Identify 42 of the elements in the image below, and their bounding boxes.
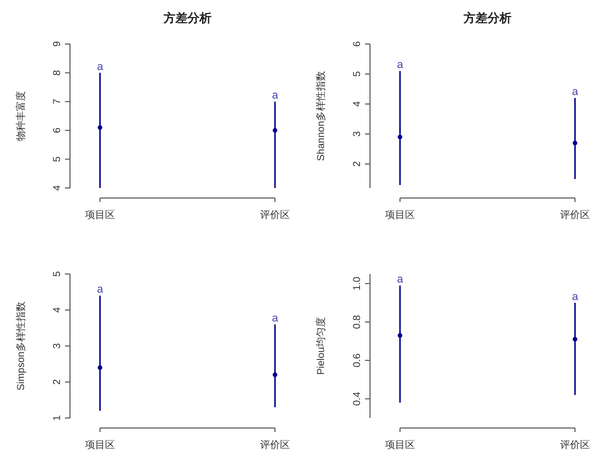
- y-tick-label: 4: [52, 184, 63, 191]
- y-tick-label: 3: [352, 130, 363, 137]
- y-tick-label: 1: [52, 414, 63, 421]
- x-tick-label: 项目区: [385, 210, 415, 221]
- annotation: a: [272, 312, 279, 324]
- x-tick-label: 评价区: [260, 209, 290, 221]
- y-tick-label: 7: [52, 98, 63, 104]
- y-axis-title: 物种丰富度: [15, 91, 27, 141]
- x-tick-label: 评价区: [560, 439, 590, 451]
- y-tick-label: 9: [52, 40, 63, 47]
- y-tick-label: 0.4: [352, 391, 363, 406]
- y-tick-label: 0.8: [352, 314, 363, 329]
- annotation: a: [396, 274, 404, 286]
- annotation: a: [572, 290, 579, 303]
- annotation: a: [396, 59, 404, 71]
- x-tick-label: 评价区: [560, 209, 590, 221]
- x-tick-label: 项目区: [85, 440, 115, 451]
- y-tick-label: 8: [52, 70, 63, 76]
- x-tick-label: 评价区: [260, 439, 290, 451]
- y-tick-label: 5: [52, 270, 63, 277]
- y-axis-title: Shannon多样性指数: [315, 70, 327, 162]
- y-tick-label: 2: [352, 160, 363, 167]
- x-tick-label: 项目区: [385, 440, 415, 451]
- y-tick-label: 6: [352, 40, 363, 47]
- y-axis-title: Simpson多样性指数: [15, 302, 27, 390]
- annotation: a: [96, 284, 104, 296]
- y-tick-label: 6: [52, 127, 63, 134]
- y-tick-label: 5: [352, 70, 363, 77]
- y-tick-label: 2: [52, 378, 63, 385]
- x-tick-label: 项目区: [85, 210, 115, 221]
- y-tick-label: 5: [52, 156, 63, 162]
- chart-title: 方差分析: [462, 11, 512, 25]
- y-tick-label: 3: [52, 342, 63, 349]
- y-tick-label: 4: [352, 100, 363, 107]
- chart-title: 方差分析: [162, 11, 212, 25]
- y-tick-label: 4: [52, 306, 63, 313]
- y-tick-label: 1.0: [352, 276, 363, 291]
- annotation: a: [96, 60, 104, 73]
- y-tick-label: 0.6: [352, 353, 363, 368]
- annotation: a: [272, 90, 279, 102]
- y-axis-title: Pielou均匀度: [315, 317, 327, 375]
- annotation: a: [572, 86, 579, 98]
